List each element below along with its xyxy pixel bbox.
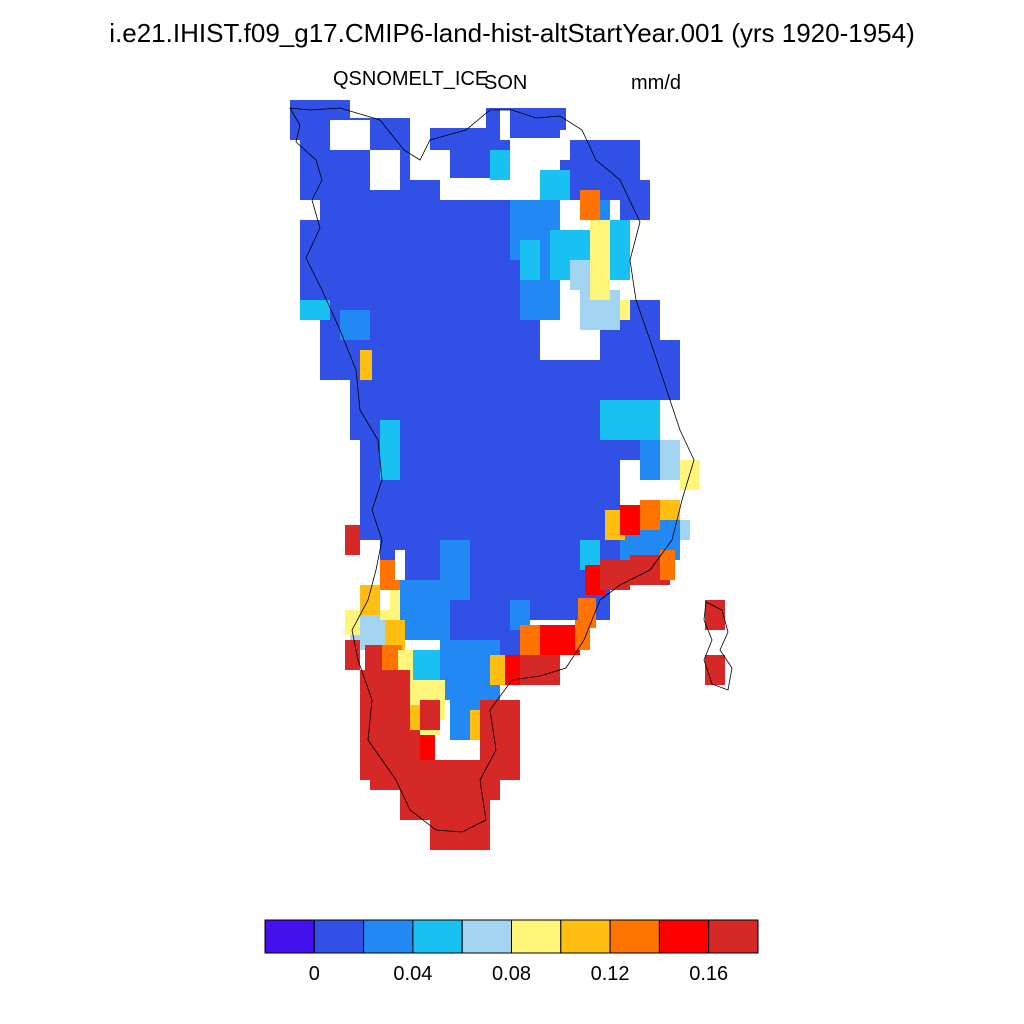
colorbar-box [708,919,759,954]
map-cell [382,645,402,675]
coastline [289,107,733,833]
map-cell [490,655,505,685]
map-cell [600,400,660,440]
colorbar-box [363,919,414,954]
colorbar-tick-labels: 0 0.04 0.08 0.12 0.16 [309,963,728,985]
map-gap [370,150,400,190]
colorbar-boxes [264,919,759,954]
map-gap [300,200,320,220]
map-cell [345,610,360,635]
map-cell [620,300,630,320]
map-cell [600,560,630,590]
map-gap [500,110,510,140]
map-cell [660,500,680,520]
map-cell [640,500,660,530]
colorbar-box [658,919,710,954]
map-cell [580,190,600,220]
colorbar-tick-label: 0.12 [591,963,630,985]
map-cell [705,600,725,630]
colorbar-box [511,919,562,954]
map-cell [520,625,540,655]
map-cell [410,650,440,680]
map-gap [395,550,405,580]
colorbar-tick-label: 0.16 [689,963,728,985]
map-cell [660,550,675,580]
map-cell [680,520,690,540]
plot-title: i.e21.IHIST.f09_g17.CMIP6-land-hist-altS… [109,18,915,48]
map-cell [590,260,610,300]
map-cell [620,505,640,535]
map-cells [290,100,725,850]
map-cell [520,655,560,685]
map-cell [420,700,440,730]
colorbar-tick-label: 0 [309,963,320,985]
map-cell [440,540,470,600]
map-cell [520,240,540,280]
colorbar-box [609,919,660,954]
map-cell [580,540,600,570]
map-gap [430,150,450,180]
map-cell [360,585,380,615]
map-cell [490,150,510,180]
colorbar-box [461,919,513,954]
colorbar-box [560,919,611,954]
map-gap [380,590,390,610]
map-cell [365,645,385,675]
colorbar-tick-label: 0.04 [393,963,432,985]
map-gap [560,130,570,160]
map-cell [575,620,590,650]
map-cell [340,310,370,340]
map-cell [540,625,580,655]
map-cell [385,620,405,650]
map-gap [330,120,370,150]
map-cell [620,180,650,220]
units-label: mm/d [631,72,681,94]
map-cell [570,260,590,290]
map-cell [680,460,700,490]
season-label: SON [484,72,528,94]
map-cell [480,740,500,800]
map-cell [590,220,610,260]
colorbar-box [313,919,365,954]
map-cell [345,640,360,670]
map-cell [380,420,400,480]
map-cell [505,655,520,685]
greenland-map [289,100,733,850]
map-cell [660,440,680,480]
map-cell [360,350,372,380]
map-cell [540,170,570,200]
colorbar-box [412,919,463,954]
colorbar-tick-label: 0.08 [492,963,531,985]
map-cell [486,108,566,138]
map-cell [420,600,450,640]
map-cell [510,600,530,630]
variable-label: QSNOMELT_ICE [333,68,489,90]
map-cell [345,525,360,555]
colorbar-box [264,919,315,954]
map-cell [300,300,330,320]
